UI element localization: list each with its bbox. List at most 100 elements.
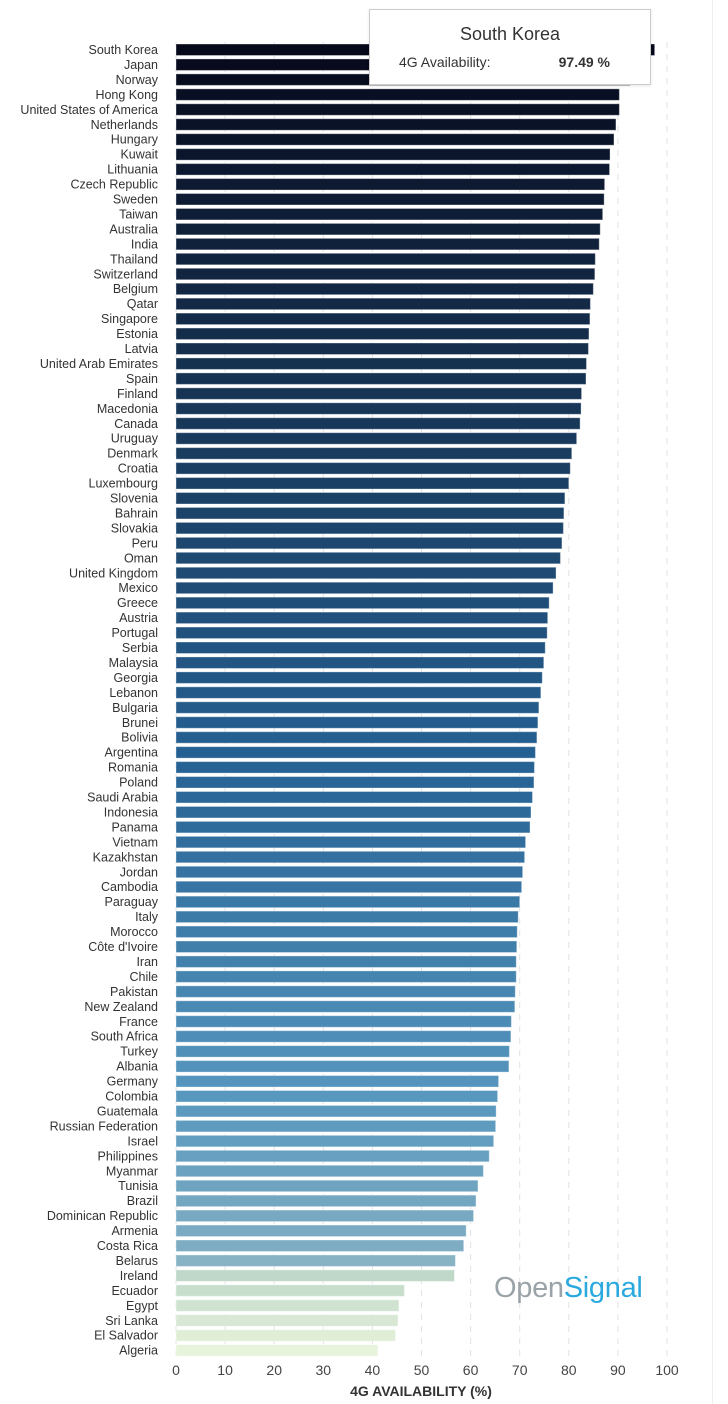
category-label: Paraguay — [104, 895, 158, 909]
bar[interactable] — [175, 506, 565, 520]
category-label: Norway — [116, 73, 159, 87]
bar[interactable] — [175, 207, 604, 221]
bar[interactable] — [175, 1000, 516, 1013]
bar[interactable] — [175, 267, 596, 281]
bar[interactable] — [175, 1164, 484, 1178]
bar[interactable] — [175, 536, 563, 550]
bar[interactable] — [175, 671, 543, 684]
x-tick-label: 80 — [561, 1362, 577, 1378]
bar[interactable] — [175, 1119, 497, 1133]
bar[interactable] — [175, 222, 601, 236]
bar[interactable] — [175, 1060, 510, 1073]
bar[interactable] — [175, 1329, 396, 1342]
bar[interactable] — [175, 940, 518, 953]
bar[interactable] — [175, 103, 620, 116]
bar[interactable] — [175, 118, 617, 131]
bar[interactable] — [175, 1194, 477, 1208]
bar[interactable] — [175, 1344, 379, 1357]
bar[interactable] — [175, 596, 550, 610]
bar[interactable] — [175, 566, 557, 580]
bar[interactable] — [175, 925, 518, 939]
bar[interactable] — [175, 761, 535, 774]
bar[interactable] — [175, 850, 526, 864]
bar[interactable] — [175, 731, 538, 744]
tooltip-key: 4G Availability: — [399, 54, 491, 70]
bar[interactable] — [175, 701, 540, 714]
bar[interactable] — [175, 1284, 405, 1297]
bar[interactable] — [175, 1104, 497, 1118]
bar[interactable] — [175, 805, 532, 819]
bar[interactable] — [175, 402, 582, 415]
bar[interactable] — [175, 193, 605, 206]
bar[interactable] — [175, 716, 539, 729]
category-label: Indonesia — [104, 805, 158, 819]
tooltip: South Korea 4G Availability: 97.49 % — [369, 9, 651, 85]
bar[interactable] — [175, 970, 517, 983]
bar[interactable] — [175, 462, 571, 475]
bar[interactable] — [175, 1015, 512, 1028]
bar[interactable] — [175, 746, 536, 759]
bar[interactable] — [175, 297, 591, 311]
bar[interactable] — [175, 835, 527, 849]
category-label: Australia — [109, 222, 158, 236]
bar[interactable] — [175, 282, 594, 296]
bar[interactable] — [175, 1134, 495, 1148]
bar[interactable] — [175, 1269, 455, 1282]
bar[interactable] — [175, 626, 548, 640]
bar[interactable] — [175, 88, 620, 101]
bar[interactable] — [175, 880, 523, 894]
bar[interactable] — [175, 432, 578, 445]
bar[interactable] — [175, 1030, 512, 1043]
bar[interactable] — [175, 955, 517, 968]
bar[interactable] — [175, 1209, 475, 1223]
bar[interactable] — [175, 1314, 399, 1327]
bar[interactable] — [175, 521, 564, 535]
bar[interactable] — [175, 791, 533, 804]
bar[interactable] — [175, 820, 531, 834]
bar[interactable] — [175, 1224, 467, 1238]
bar[interactable] — [175, 1075, 500, 1088]
bar[interactable] — [175, 551, 561, 565]
category-label: Qatar — [127, 297, 158, 311]
bar[interactable] — [175, 357, 587, 370]
bar[interactable] — [175, 641, 546, 654]
category-label: Denmark — [107, 447, 158, 461]
bar[interactable] — [175, 1045, 510, 1058]
bar[interactable] — [175, 447, 573, 460]
bar[interactable] — [175, 865, 524, 879]
bar[interactable] — [175, 312, 591, 326]
bar[interactable] — [175, 1090, 499, 1103]
bar[interactable] — [175, 985, 516, 998]
bar[interactable] — [175, 611, 549, 625]
category-label: Vietnam — [112, 835, 158, 849]
bar[interactable] — [175, 252, 596, 266]
bar[interactable] — [175, 656, 545, 669]
category-label: Chile — [130, 970, 159, 984]
bar[interactable] — [175, 477, 570, 490]
bar[interactable] — [175, 372, 587, 385]
bar[interactable] — [175, 342, 589, 355]
bar[interactable] — [175, 163, 611, 176]
bar[interactable] — [175, 686, 542, 699]
bar[interactable] — [175, 178, 606, 191]
bar[interactable] — [175, 581, 554, 595]
bar[interactable] — [175, 1179, 479, 1193]
bar[interactable] — [175, 1239, 465, 1252]
category-label: Saudi Arabia — [87, 791, 158, 805]
bar[interactable] — [175, 327, 590, 341]
bar[interactable] — [175, 910, 519, 924]
bar[interactable] — [175, 133, 615, 146]
bar[interactable] — [175, 895, 521, 909]
bar[interactable] — [175, 148, 611, 161]
bar[interactable] — [175, 1254, 456, 1267]
bar[interactable] — [175, 417, 581, 430]
bar[interactable] — [175, 1149, 490, 1163]
logo-part-open: Open — [494, 1272, 564, 1304]
bar[interactable] — [175, 237, 600, 251]
bar[interactable] — [175, 776, 535, 789]
bar[interactable] — [175, 387, 583, 400]
bar[interactable] — [175, 1299, 400, 1312]
bar[interactable] — [175, 492, 566, 505]
